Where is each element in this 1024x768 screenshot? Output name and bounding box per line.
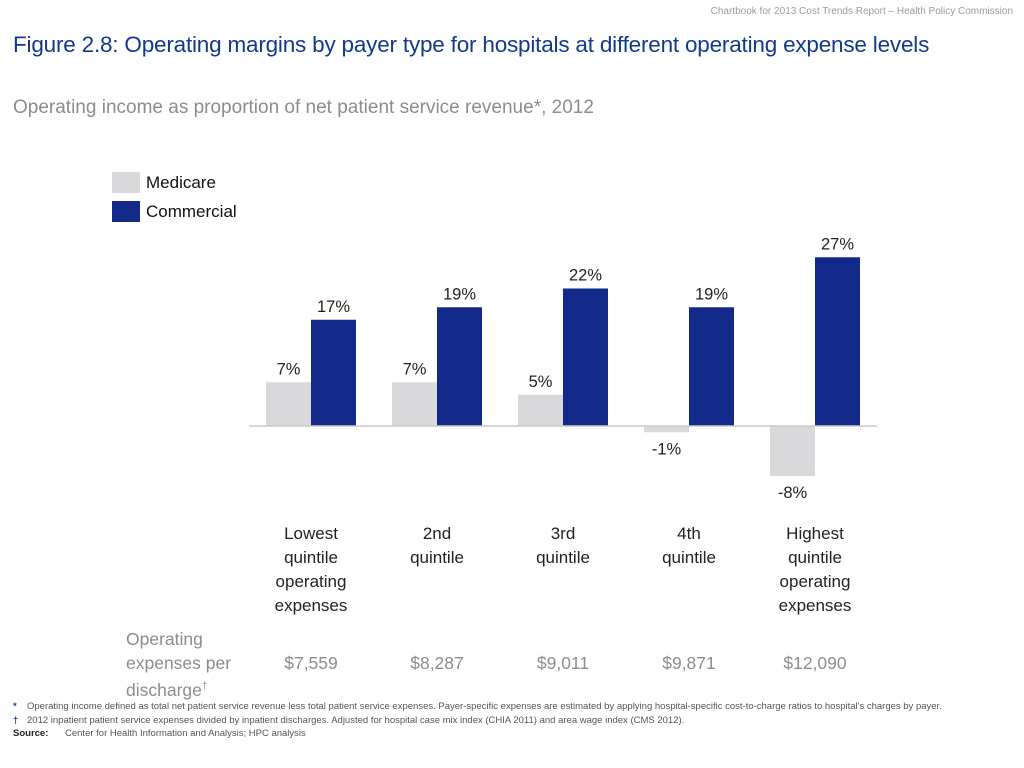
page-subtitle: Operating income as proportion of net pa… [13, 97, 594, 118]
bar-commercial-3 [689, 307, 734, 426]
category-label-0-line-2: operating [276, 572, 347, 591]
data-label-commercial-3: 19% [695, 285, 728, 303]
category-label-1-line-0: 2nd [423, 524, 451, 543]
bar-commercial-1 [437, 307, 482, 426]
category-label-2-line-1: quintile [536, 548, 590, 567]
legend-label-medicare: Medicare [146, 172, 216, 192]
data-label-commercial-0: 17% [317, 298, 350, 316]
legend-swatch-commercial [112, 201, 140, 222]
category-label-4-line-0: Highest [786, 524, 844, 543]
data-label-medicare-3: -1% [652, 440, 682, 458]
footnote-dagger: † 2012 inpatient patient service expense… [13, 714, 1003, 728]
category-label-4-line-3: expenses [779, 596, 852, 615]
category-label-4-line-2: operating [780, 572, 851, 591]
bar-commercial-0 [311, 319, 356, 426]
category-label-0-line-3: expenses [275, 596, 348, 615]
chart-legend: Medicare Commercial [112, 168, 237, 226]
bar-medicare-2 [518, 394, 563, 426]
footnote-source: Source: Center for Health Information and… [13, 727, 1003, 741]
expense-value-4: $12,090 [783, 653, 847, 673]
expense-value-2: $9,011 [537, 653, 589, 673]
footnote-dagger-text: 2012 inpatient patient service expenses … [27, 714, 685, 726]
category-label-2-line-0: 3rd [551, 524, 576, 543]
bar-medicare-0 [266, 382, 311, 426]
legend-item-medicare: Medicare [112, 168, 237, 197]
data-label-medicare-1: 7% [403, 360, 427, 378]
source-text: Center for Health Information and Analys… [65, 728, 306, 739]
category-label-3-line-1: quintile [662, 548, 716, 567]
footnotes: * Operating income defined as total net … [13, 700, 1003, 741]
data-label-medicare-0: 7% [277, 360, 301, 378]
footnote-star: * Operating income defined as total net … [13, 700, 1003, 714]
category-label-4-line-1: quintile [788, 548, 842, 567]
data-label-commercial-2: 22% [569, 267, 602, 285]
expense-value-3: $9,871 [662, 653, 716, 673]
footnote-star-mark: * [13, 701, 17, 712]
expense-row-label-text: Operating expenses per discharge [126, 629, 232, 700]
category-label-0-line-0: Lowest [284, 524, 338, 543]
category-label-1-line-1: quintile [410, 548, 464, 567]
dagger-mark: † [201, 681, 208, 692]
legend-item-commercial: Commercial [112, 197, 237, 226]
category-label-3-line-0: 4th [677, 524, 701, 543]
legend-label-commercial: Commercial [146, 201, 237, 221]
bar-medicare-3 [644, 426, 689, 433]
category-label-0-line-1: quintile [284, 548, 338, 567]
bar-medicare-1 [392, 382, 437, 426]
operating-margin-bar-chart: 7% 7% 5% -1% -8% 17% 19% 22% 19% 27% Lowest quintil… [249, 235, 877, 673]
source-label: Source: [13, 728, 49, 739]
data-label-commercial-1: 19% [443, 285, 476, 303]
bar-commercial-4 [815, 257, 860, 426]
expense-value-0: $7,559 [284, 653, 338, 673]
data-label-medicare-4: -8% [778, 484, 808, 502]
header-note: Chartbook for 2013 Cost Trends Report – … [710, 6, 1013, 17]
data-label-medicare-2: 5% [529, 373, 553, 391]
bar-commercial-2 [563, 288, 608, 426]
data-label-commercial-4: 27% [821, 235, 854, 253]
footnote-dagger-mark: † [13, 714, 19, 726]
expense-value-1: $8,287 [410, 653, 464, 673]
page-title: Figure 2.8: Operating margins by payer t… [13, 32, 930, 57]
expense-row-label: Operating expenses per discharge† [126, 627, 246, 702]
bar-medicare-4 [770, 426, 815, 476]
footnote-star-text: Operating income defined as total net pa… [27, 701, 942, 712]
legend-swatch-medicare [112, 172, 140, 193]
